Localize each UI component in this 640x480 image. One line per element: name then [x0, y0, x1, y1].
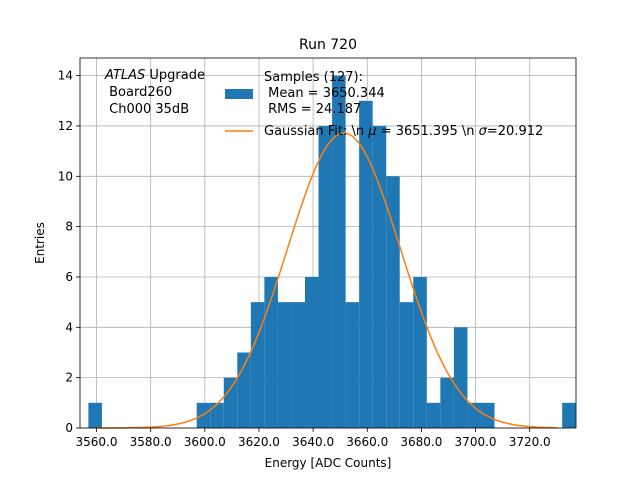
- x-axis-label: Energy [ADC Counts]: [265, 456, 392, 470]
- x-tick-label: 3640.0: [292, 435, 334, 449]
- histogram-bars: [88, 75, 576, 429]
- y-axis-label: Entries: [33, 222, 47, 264]
- histogram-bar: [386, 176, 400, 428]
- legend-fit-middle: = 3651.395 \n: [377, 124, 479, 139]
- x-tick-label: 3660.0: [346, 435, 388, 449]
- annotation-line-3: Ch000 35dB: [105, 102, 189, 117]
- histogram-bar: [210, 402, 224, 428]
- y-tick-label: 10: [58, 169, 73, 183]
- x-tick-label: 3700.0: [455, 435, 497, 449]
- histogram-bar: [304, 276, 319, 428]
- legend-fit-mu: μ: [367, 124, 376, 139]
- histogram-bar: [318, 125, 333, 429]
- histogram-bar: [332, 75, 346, 428]
- histogram-bar: [399, 302, 414, 428]
- legend-fit-suffix: =20.912: [487, 124, 543, 139]
- histogram-bar: [277, 302, 292, 428]
- histogram-bar: [562, 402, 576, 428]
- atlas-annotation: ATLAS Upgrade Board260 Ch000 35dB: [104, 68, 205, 117]
- histogram-bar: [345, 302, 360, 428]
- annotation-upgrade: Upgrade: [145, 68, 205, 83]
- annotation-line-2: Board260: [105, 85, 172, 100]
- y-tick-label: 2: [65, 371, 73, 385]
- histogram-bar: [264, 276, 278, 428]
- legend-fit-prefix: Gaussian Fit: \n: [264, 124, 368, 139]
- histogram-bar: [196, 402, 211, 428]
- annotation-line-1: ATLAS Upgrade: [104, 68, 205, 83]
- fit-curve: [96, 132, 557, 429]
- legend-hist-line-2: Mean = 3650.344: [264, 86, 385, 101]
- plot-frame: [79, 57, 577, 429]
- y-tick-label: 12: [58, 119, 73, 133]
- x-tick-label: 3580.0: [130, 435, 172, 449]
- histogram-bar: [372, 125, 387, 429]
- y-axis-ticks: 0 2 4 6 8 10 12 14: [58, 69, 80, 435]
- chart-title: Run 720: [299, 37, 357, 53]
- histogram-bar: [291, 302, 305, 428]
- histogram-bar: [426, 402, 441, 428]
- histogram-bar: [223, 377, 238, 428]
- legend-hist-line-3: RMS = 24.187: [264, 102, 361, 117]
- x-tick-label: 3620.0: [238, 435, 280, 449]
- x-tick-label: 3600.0: [184, 435, 226, 449]
- legend: Samples (127): Mean = 3650.344 RMS = 24.…: [225, 70, 543, 139]
- x-tick-label: 3680.0: [400, 435, 442, 449]
- y-tick-label: 14: [58, 69, 73, 83]
- x-tick-label: 3720.0: [509, 435, 551, 449]
- histogram-bar: [237, 352, 251, 428]
- legend-hist-swatch: [225, 89, 253, 99]
- legend-hist-line-1: Samples (127):: [264, 70, 363, 85]
- annotation-atlas: ATLAS: [104, 68, 145, 83]
- y-tick-label: 0: [65, 421, 73, 435]
- y-tick-label: 4: [65, 320, 73, 334]
- histogram-bar: [250, 302, 265, 428]
- x-axis-ticks: 3560.0 3580.0 3600.0 3620.0 3640.0 3660.0 3680…: [76, 428, 551, 449]
- legend-fit-sigma: σ: [479, 124, 488, 139]
- histogram-bar: [359, 100, 373, 428]
- histogram-bar: [413, 276, 427, 428]
- histogram-bar: [440, 377, 454, 428]
- histogram-bar: [453, 327, 468, 428]
- histogram-bar: [88, 402, 102, 428]
- y-tick-label: 8: [65, 220, 73, 234]
- gaussian-fit: [96, 132, 557, 429]
- y-tick-label: 6: [65, 270, 73, 284]
- legend-fit-label: Gaussian Fit: \n μ = 3651.395 \n σ=20.91…: [264, 124, 543, 139]
- x-tick-label: 3560.0: [76, 435, 118, 449]
